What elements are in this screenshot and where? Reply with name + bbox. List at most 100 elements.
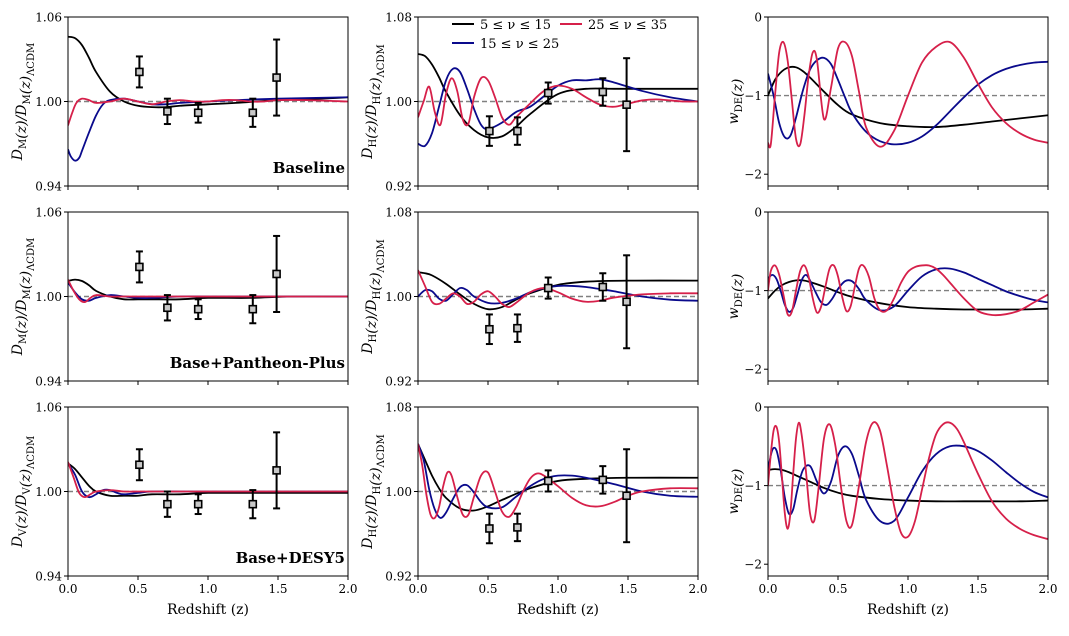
data-marker	[135, 460, 144, 470]
y-tick-label: 1.00	[385, 95, 412, 109]
y-tick-label: 1.06	[35, 11, 62, 25]
series-line-high	[68, 279, 348, 304]
data-point	[485, 313, 494, 346]
x-axis-labels: Redshift (z) Redshift (z) Redshift (z)	[167, 602, 949, 618]
series-group	[418, 53, 698, 148]
data-point	[248, 489, 258, 520]
data-point	[193, 298, 203, 321]
panel-row3-col1: 0.94 1.00 1.06 0.0 0.5 1.0 1.5 2.0 DV(z)/DV(z)ΛC…	[10, 401, 358, 597]
data-point	[163, 490, 172, 518]
data-point	[622, 57, 631, 153]
y-tick-label: −1	[744, 284, 762, 298]
y-tick-label: −2	[744, 363, 762, 377]
y-axis-label: wDE(z)	[726, 274, 746, 320]
y-axis-label: wDE(z)	[726, 469, 746, 515]
series-group	[68, 35, 348, 162]
data-point	[135, 250, 144, 284]
panel-row1-col2: 0.92 1.00 1.08 DH(z)/DH(z)ΛCDM	[360, 11, 699, 194]
data-point	[485, 512, 494, 545]
data-marker	[193, 499, 203, 509]
data-point	[622, 448, 631, 544]
data-marker	[485, 126, 494, 136]
y-tick-label: 0.94	[35, 375, 62, 389]
data-point	[598, 77, 608, 107]
series-line-high	[768, 40, 1048, 149]
y-tick-label: 1.08	[385, 11, 412, 25]
series-group	[418, 443, 698, 520]
series-group	[68, 461, 348, 499]
x-tick-label: 1.0	[198, 582, 217, 596]
series-group	[768, 421, 1048, 540]
x-tick-label: 0.5	[828, 582, 847, 596]
y-tick-label: 1.00	[385, 485, 412, 499]
series-line-low	[68, 35, 348, 109]
data-marker	[272, 466, 281, 475]
x-tick-label: 2.0	[1038, 582, 1057, 596]
data-point	[248, 294, 258, 325]
y-tick-label: −1	[744, 89, 762, 103]
data-marker	[598, 87, 608, 97]
y-axis-label: DH(z)/DH(z)ΛCDM	[360, 239, 387, 354]
x-tick-label: 0.0	[408, 582, 427, 596]
y-axis-label: DH(z)/DH(z)ΛCDM	[360, 434, 387, 549]
series-line-high	[768, 421, 1048, 540]
legend-label: 15 ≤ ν ≤ 25	[480, 37, 559, 52]
data-point	[543, 276, 553, 300]
y-axis-label: DM(z)/DM(z)ΛCDM	[10, 238, 37, 356]
data-marker	[163, 303, 172, 313]
series-group	[768, 40, 1048, 149]
data-marker	[598, 282, 608, 292]
legend-item-mid: 15 ≤ ν ≤ 25	[452, 37, 559, 52]
data-point	[163, 294, 172, 322]
data-marker	[513, 126, 522, 136]
data-point	[272, 38, 281, 117]
panel-annotation: Base+DESY5	[236, 549, 345, 567]
x-tick-label: 2.0	[688, 582, 707, 596]
series-line-low	[418, 53, 698, 139]
data-marker	[513, 523, 522, 532]
series-line-high	[68, 461, 348, 499]
data-point	[513, 512, 522, 543]
y-tick-label: 1.00	[385, 290, 412, 304]
y-tick-label: 1.08	[385, 206, 412, 220]
data-marker	[622, 100, 631, 109]
x-tick-label: 0.0	[758, 582, 777, 596]
y-tick-label: 0	[754, 206, 762, 220]
series-line-low	[768, 65, 1048, 129]
data-point	[543, 469, 553, 493]
y-tick-label: 0	[754, 401, 762, 415]
panel-grid: 0.941.001.06DM(z)/DM(z)ΛCDMBaseline0.921…	[10, 11, 1058, 597]
y-tick-label: 1.00	[35, 290, 62, 304]
panel-row1-col1: 0.94 1.00 1.06 DM(z)/DM(z)ΛCDM Baseline	[10, 11, 349, 194]
data-point	[543, 81, 553, 105]
data-marker	[485, 524, 494, 533]
data-point	[193, 101, 203, 124]
data-point	[193, 493, 203, 516]
data-marker	[163, 107, 172, 116]
data-marker	[163, 499, 172, 509]
series-line-mid	[768, 444, 1048, 525]
x-tick-label: 2.0	[338, 582, 357, 596]
series-line-high	[68, 97, 348, 126]
series-line-low	[68, 462, 348, 497]
panel-row3-col3: −2 −1 0 0.0 0.5 1.0 1.5 2.0 wDE(z)	[726, 401, 1058, 597]
panel-row2-col2: 0.92 1.00 1.08 DH(z)/DH(z)ΛCDM	[360, 206, 699, 389]
data-point	[622, 254, 631, 350]
data-marker	[193, 108, 203, 118]
data-point	[135, 448, 144, 482]
series-group	[418, 269, 698, 311]
y-axis-label: DV(z)/DV(z)ΛCDM	[10, 436, 37, 548]
y-tick-label: −2	[744, 168, 762, 182]
series-line-mid	[768, 56, 1048, 146]
data-point	[598, 465, 608, 495]
data-marker	[513, 323, 522, 333]
legend: 5 ≤ ν ≤ 15 25 ≤ ν ≤ 35 15 ≤ ν ≤ 25	[452, 18, 667, 52]
data-marker	[543, 88, 553, 98]
data-marker	[135, 262, 144, 272]
series-line-high	[418, 443, 698, 520]
series-line-low	[68, 278, 348, 301]
data-marker	[193, 304, 203, 314]
data-point	[513, 116, 522, 146]
data-marker	[248, 108, 258, 118]
axes-frame	[767, 16, 1049, 187]
